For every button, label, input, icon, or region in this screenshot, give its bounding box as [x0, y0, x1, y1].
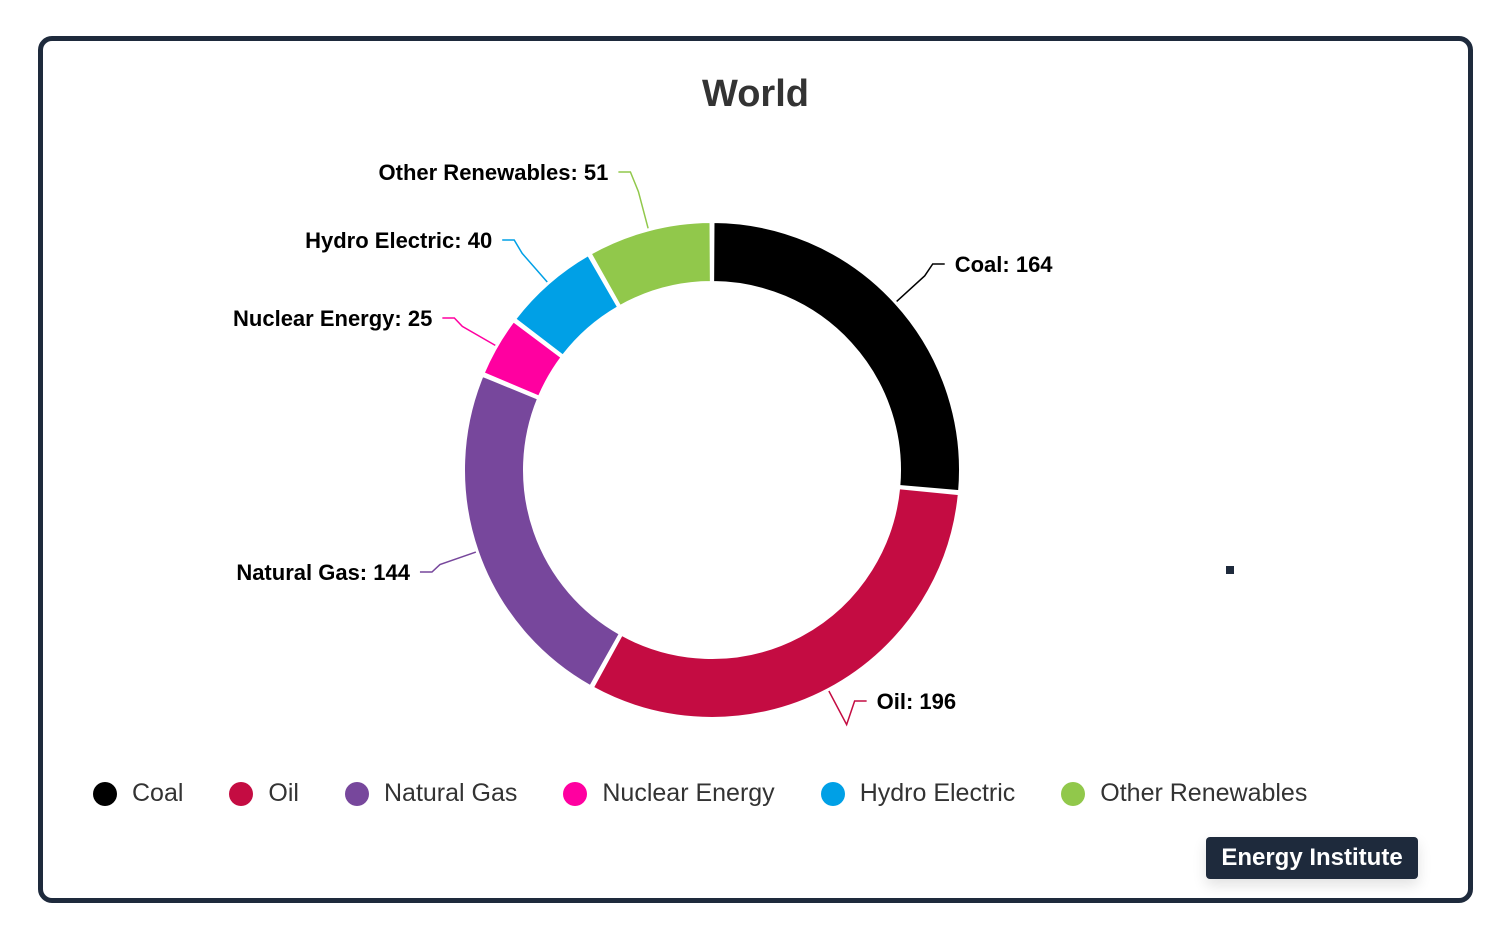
legend-label: Nuclear Energy	[602, 779, 775, 807]
legend-dot	[563, 781, 588, 806]
data-label-nuclear-energy: Nuclear Energy: 25	[233, 306, 432, 331]
slice-other-renewables[interactable]	[589, 221, 712, 308]
legend-dot	[93, 781, 117, 806]
legend-dot	[1061, 781, 1086, 806]
legend-item-hydro-electric[interactable]: Hydro Electric	[820, 779, 1016, 808]
legend-dot	[229, 781, 254, 806]
data-label-coal: Coal: 164	[955, 252, 1054, 277]
chart-title: World	[702, 73, 809, 115]
legend: Coal Oil Natural Gas Nuclear Energy Hydro El…	[93, 779, 1353, 808]
legend-item-nuclear-energy[interactable]: Nuclear Energy	[563, 779, 775, 808]
legend-label: Other Renewables	[1100, 779, 1308, 807]
connector-coal	[896, 263, 945, 303]
slice-natural-gas[interactable]	[463, 374, 621, 688]
slice-oil[interactable]	[591, 487, 960, 719]
legend-item-natural-gas[interactable]: Natural Gas	[344, 779, 518, 808]
slice-coal[interactable]	[712, 221, 961, 493]
legend-label: Hydro Electric	[859, 779, 1016, 807]
marker-dot	[1226, 566, 1234, 574]
legend-label: Natural Gas	[383, 779, 518, 807]
data-label-other-renewables: Other Renewables: 51	[379, 160, 609, 185]
legend-dot	[820, 781, 845, 806]
slice-nuclear-energy[interactable]	[482, 320, 563, 398]
slice-hydro-electric[interactable]	[514, 254, 620, 357]
legend-label: Oil	[268, 779, 299, 807]
data-label-natural-gas: Natural Gas: 144	[236, 560, 410, 585]
data-label-oil: Oil: 196	[877, 689, 956, 714]
legend-dot	[344, 781, 369, 806]
source-badge[interactable]: Energy Institute	[1206, 837, 1418, 879]
legend-item-coal[interactable]: Coal	[93, 779, 183, 808]
chart-card: World Coal: 164 Oil: 196 Natural Gas: 144 N…	[38, 36, 1473, 903]
legend-item-oil[interactable]: Oil	[229, 779, 299, 808]
donut-chart: Coal: 164 Oil: 196 Natural Gas: 144 Nuclear…	[233, 160, 1054, 727]
data-label-hydro-electric: Hydro Electric: 40	[305, 228, 492, 253]
connector-nuclear-energy	[442, 317, 496, 347]
connector-oil	[828, 690, 867, 727]
connector-other-renewables	[618, 171, 649, 229]
legend-item-other-renewables[interactable]: Other Renewables	[1061, 779, 1307, 808]
connector-natural-gas	[419, 551, 477, 573]
connector-hydro-electric	[502, 239, 548, 283]
legend-label: Coal	[132, 779, 184, 807]
